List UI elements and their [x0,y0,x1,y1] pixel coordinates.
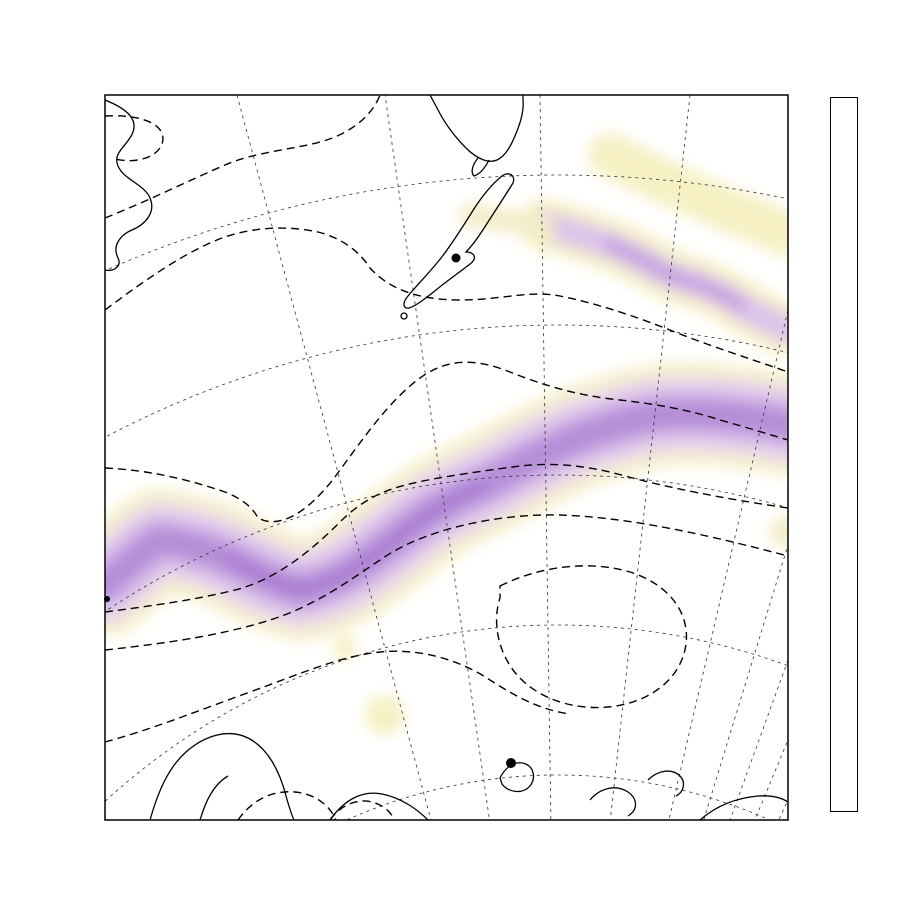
station-marker-dot [506,758,516,768]
latlon-graticule [105,95,788,820]
temperature-contours [105,95,788,820]
station-marker-dot [451,253,461,263]
colorbar [830,97,858,812]
wind-speed-shading [105,133,788,735]
map-frame [104,94,789,821]
